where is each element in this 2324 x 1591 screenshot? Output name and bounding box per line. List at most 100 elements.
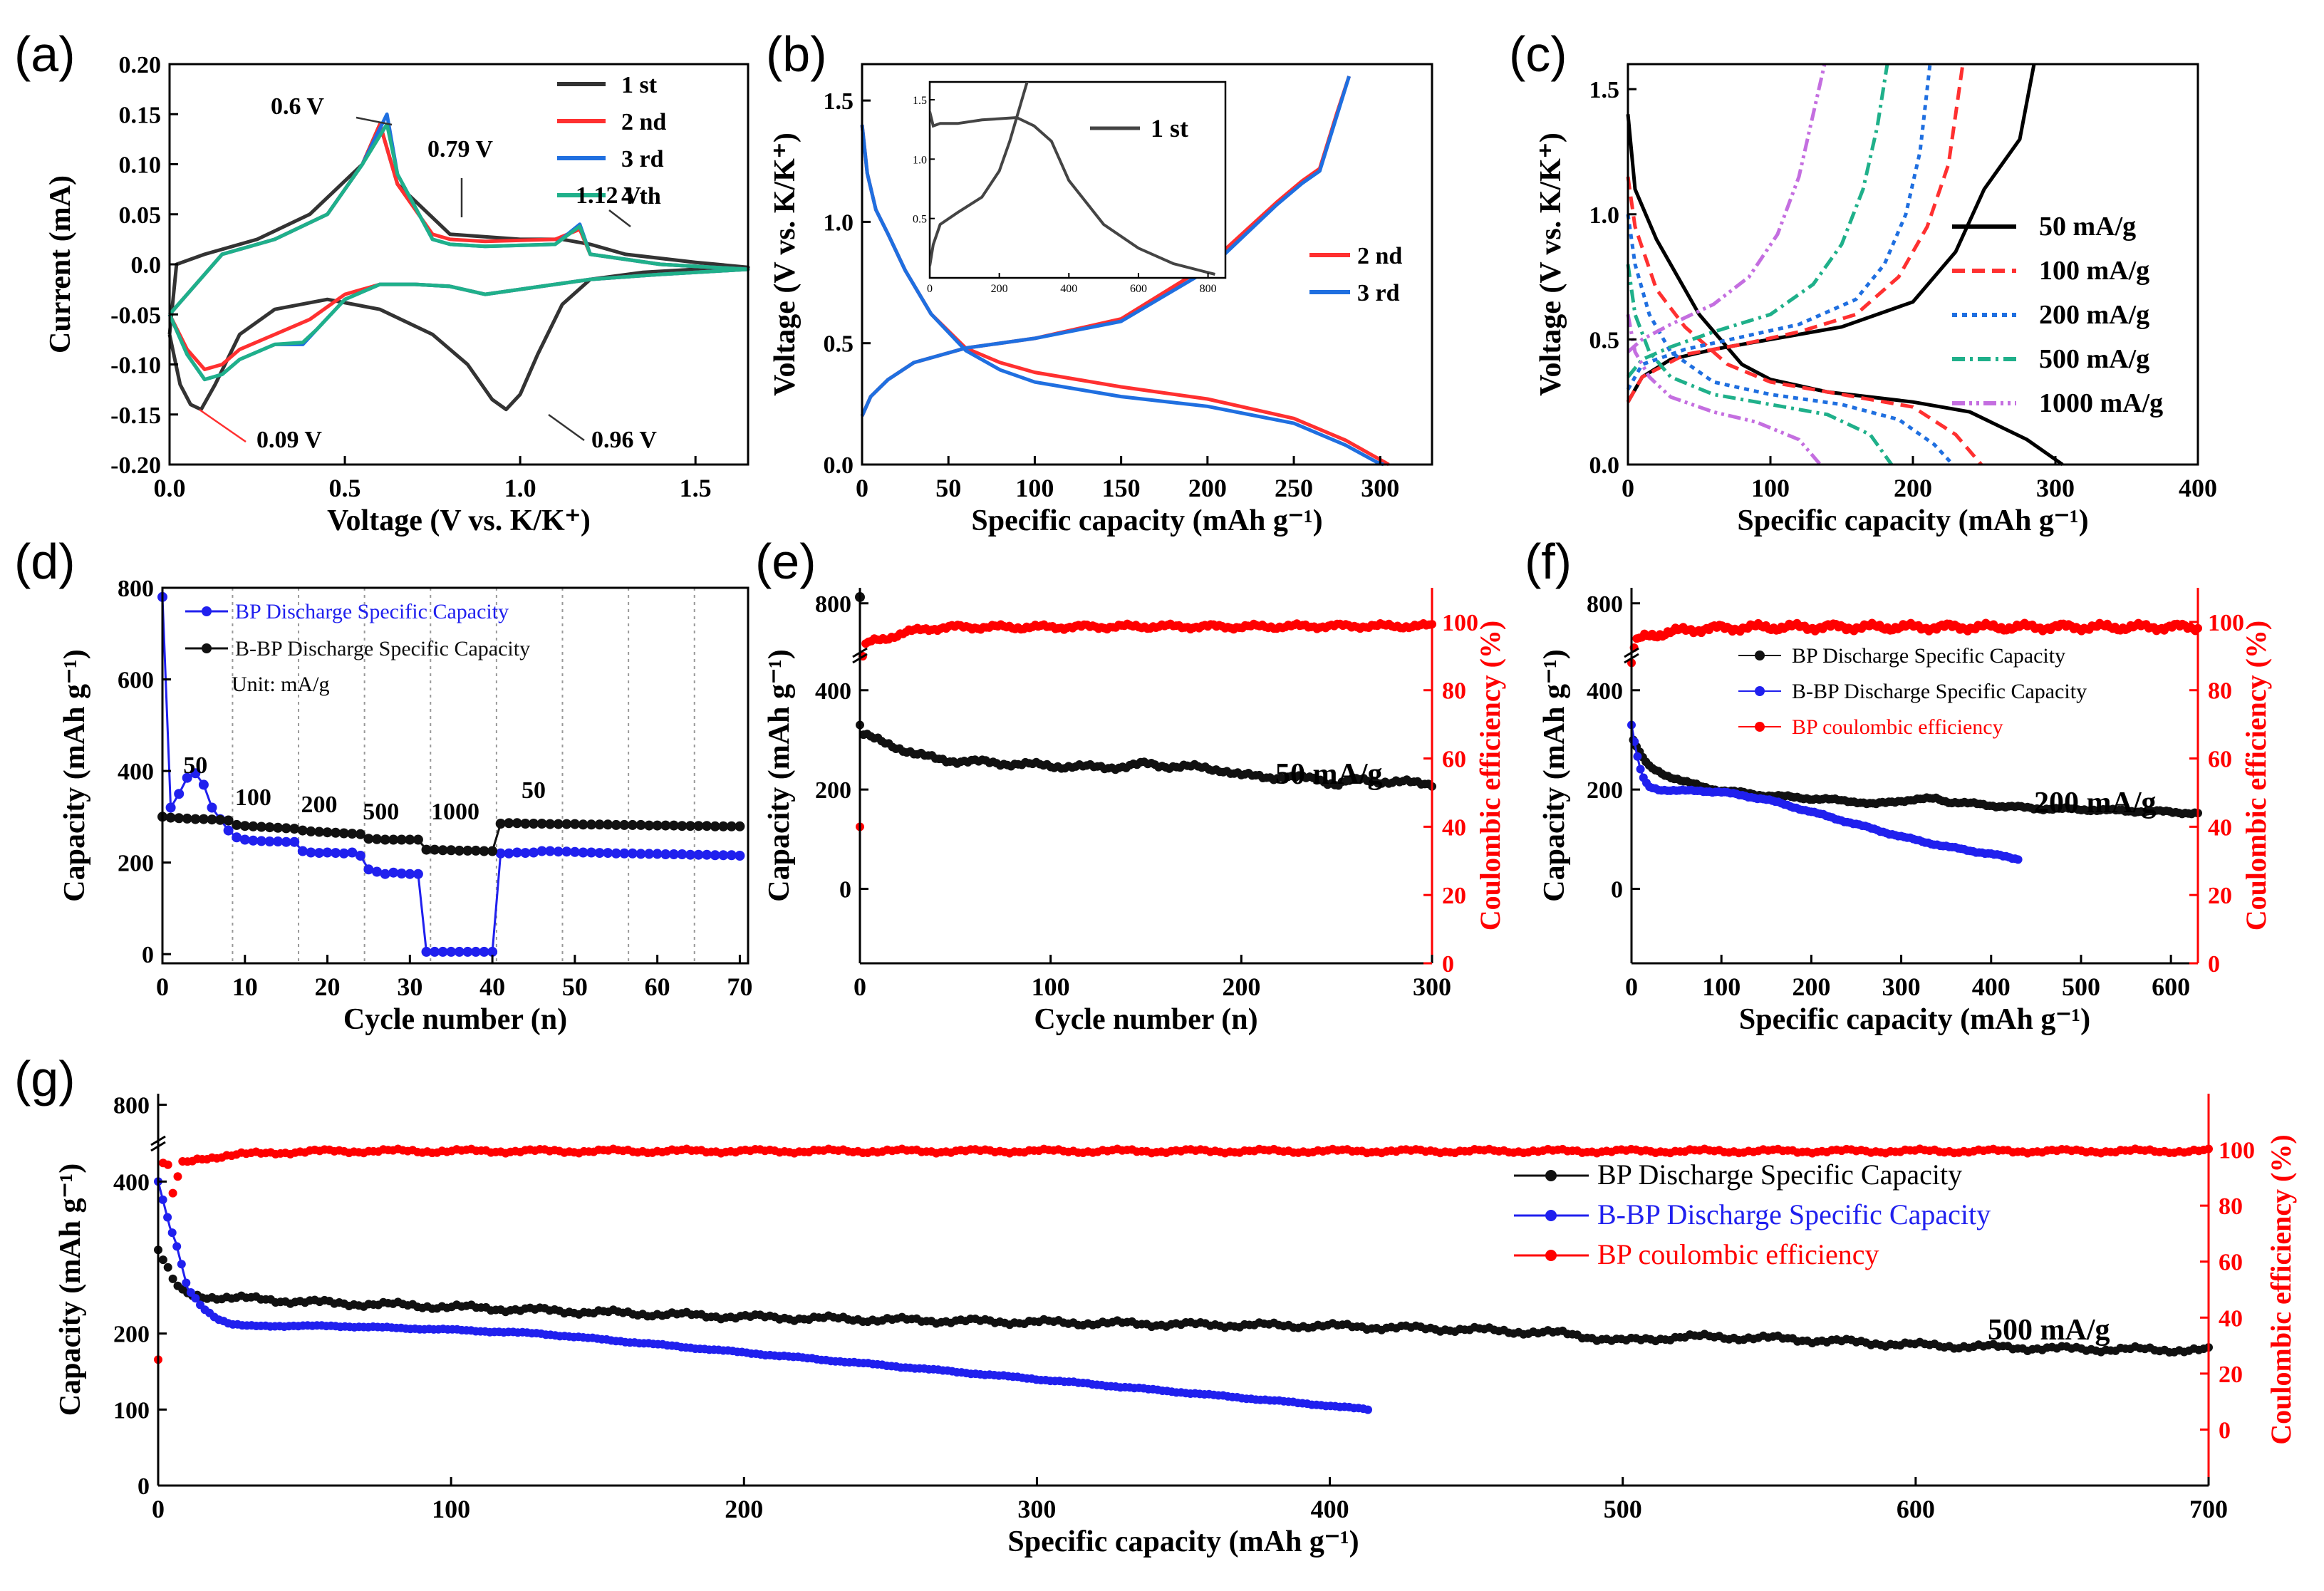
panel-g-xtick-label: 600 [1897, 1495, 1935, 1523]
panel-f-axis-break [1624, 647, 1639, 658]
panel-f-axis-break [1624, 653, 1639, 664]
rate-point [264, 836, 275, 846]
rate-point [644, 849, 655, 859]
panel-a-xtick-label: 0.0 [154, 474, 186, 502]
panel-g-axis-break [150, 1141, 166, 1152]
rate-point [611, 819, 621, 830]
panel-b-ytick-label: 0.0 [824, 452, 854, 479]
rate-point [718, 850, 729, 861]
rate-point [578, 847, 588, 858]
panel-d-xtick-label: 60 [645, 973, 670, 1001]
panel-e-ytick-label: 0 [839, 876, 851, 903]
panel-e-panel-letter: (e) [755, 534, 816, 589]
rate-point [289, 836, 300, 847]
panel-b-xtick-label: 250 [1275, 474, 1313, 502]
panel-e-y2tick-label: 100 [1442, 610, 1478, 636]
legend-f-label: BP coulombic efficiency [1792, 715, 2003, 739]
rate-point [685, 821, 695, 831]
rate-point [470, 845, 481, 856]
legend-g-marker [1545, 1250, 1557, 1261]
rate-discharge-curve-5 [1626, 313, 1822, 466]
inset-b-ytick-label: 1.5 [913, 95, 927, 107]
rate-point [693, 849, 704, 860]
rate-point [331, 827, 341, 838]
panel-g-series-2-point [191, 1294, 200, 1303]
rate-point [578, 819, 588, 830]
rate-label: 200 [301, 792, 337, 818]
rate-point [388, 834, 399, 845]
panel-a-xtick-label: 1.5 [680, 474, 712, 502]
rate-point [239, 834, 250, 845]
panel-g-series-line [157, 1181, 1369, 1411]
panel-c-ylabel: Voltage (V vs. K/K⁺) [1535, 133, 1567, 396]
panel-f-y2tick-label: 20 [2208, 883, 2232, 909]
rate-point [338, 828, 349, 839]
rate-point [652, 820, 663, 831]
panel-e-ytick-label: 400 [815, 678, 851, 705]
rate-point [273, 836, 284, 846]
panel-f-y2label: Coulombic efficiency (%) [2240, 621, 2272, 931]
rate-point [536, 819, 547, 829]
rate-point [677, 849, 688, 859]
rate-point [248, 821, 259, 831]
rate-point [437, 845, 448, 856]
panel-g-series-2-point [163, 1213, 172, 1222]
rate-point [454, 845, 465, 856]
legend-a-label: 3 rd [621, 146, 664, 172]
panel-b-xtick-label: 50 [935, 474, 961, 502]
rate-point [314, 848, 324, 859]
rate-point [347, 847, 358, 858]
rate-point [702, 849, 712, 860]
panel-e-xtick-label: 200 [1222, 973, 1260, 1001]
panel-d-xtick-label: 10 [232, 973, 258, 1001]
rate-point [652, 849, 663, 859]
rate-point [512, 818, 522, 829]
rate-point [594, 819, 605, 830]
rate-charge-curve-2 [1626, 63, 1965, 403]
panel-f-series-2-point [1636, 765, 1645, 774]
panel-b-xtick-label: 0 [856, 474, 868, 502]
panel-e-ytick-label: 800 [815, 591, 851, 618]
rate-series-2 [157, 812, 745, 856]
panel-d-xtick-label: 20 [315, 973, 341, 1001]
annotation-a-label: 1.12 V [576, 182, 641, 209]
legend-d-label: B-BP Discharge Specific Capacity [235, 637, 530, 660]
panel-g-series-1-point [163, 1263, 172, 1272]
rate-point [239, 821, 250, 831]
rate-charge-curve-4 [1627, 63, 1889, 378]
annotation-a-label: 0.09 V [256, 427, 322, 453]
rate-discharge-curve-3 [1626, 214, 1954, 466]
panel-e-y2tick-label: 40 [1442, 814, 1466, 841]
rate-point [174, 813, 185, 824]
rate-point [207, 802, 217, 813]
rate-point [569, 846, 580, 857]
panel-e-axis-break [852, 653, 868, 664]
annotation-a-arrow [199, 408, 247, 443]
annotation-a-arrow [548, 413, 585, 442]
panel-g-series-1-markers [154, 1245, 2213, 1357]
panel-g-y2tick-label: 20 [2219, 1362, 2243, 1388]
panel-f-ytick-label: 200 [1587, 777, 1623, 804]
rate-point [232, 832, 242, 843]
inset-b-curve-1 [930, 111, 1215, 276]
rate-point [355, 851, 365, 861]
inset-b-xtick-label: 600 [1130, 283, 1147, 295]
panel-g-series-2-point [182, 1278, 191, 1287]
panel-d-frame [161, 586, 749, 965]
panel-a-xlabel: Voltage (V vs. K/K⁺) [327, 504, 591, 537]
panel-d-ytick-label: 200 [118, 851, 154, 877]
rate-point [553, 819, 564, 829]
panel-b-xlabel: Specific capacity (mAh g⁻¹) [971, 504, 1322, 537]
legend-d-marker [202, 643, 212, 653]
rate-point [569, 819, 580, 829]
rate-point [529, 819, 539, 829]
rate-point [207, 814, 217, 825]
rate-point [520, 819, 531, 829]
inset-b-xtick-label: 0 [927, 283, 933, 295]
panel-b-ytick-label: 1.5 [824, 88, 854, 115]
rate-point [281, 836, 291, 847]
panel-a-panel-letter: (a) [14, 26, 76, 82]
rate-point [487, 946, 498, 957]
panel-c-panel-letter: (c) [1509, 26, 1567, 82]
panel-e-xlabel: Cycle number (n) [1034, 1003, 1257, 1036]
